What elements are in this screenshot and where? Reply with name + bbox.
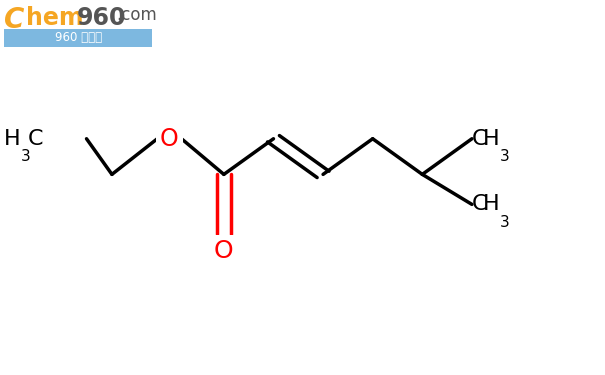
Text: H: H — [483, 129, 500, 149]
Text: 3: 3 — [500, 215, 509, 230]
Text: O: O — [160, 127, 178, 151]
Text: 960: 960 — [77, 6, 126, 30]
Text: 3: 3 — [21, 149, 30, 164]
Text: .com: .com — [116, 6, 157, 24]
FancyBboxPatch shape — [4, 29, 152, 47]
Text: C: C — [27, 129, 43, 149]
Text: 960 化工网: 960 化工网 — [55, 32, 102, 44]
Text: 3: 3 — [500, 149, 509, 164]
Text: hem: hem — [26, 6, 83, 30]
Text: O: O — [214, 239, 234, 263]
Text: H: H — [4, 129, 21, 149]
Text: C: C — [471, 129, 487, 149]
Text: C: C — [4, 6, 25, 34]
Text: C: C — [471, 194, 487, 214]
Text: H: H — [483, 194, 500, 214]
